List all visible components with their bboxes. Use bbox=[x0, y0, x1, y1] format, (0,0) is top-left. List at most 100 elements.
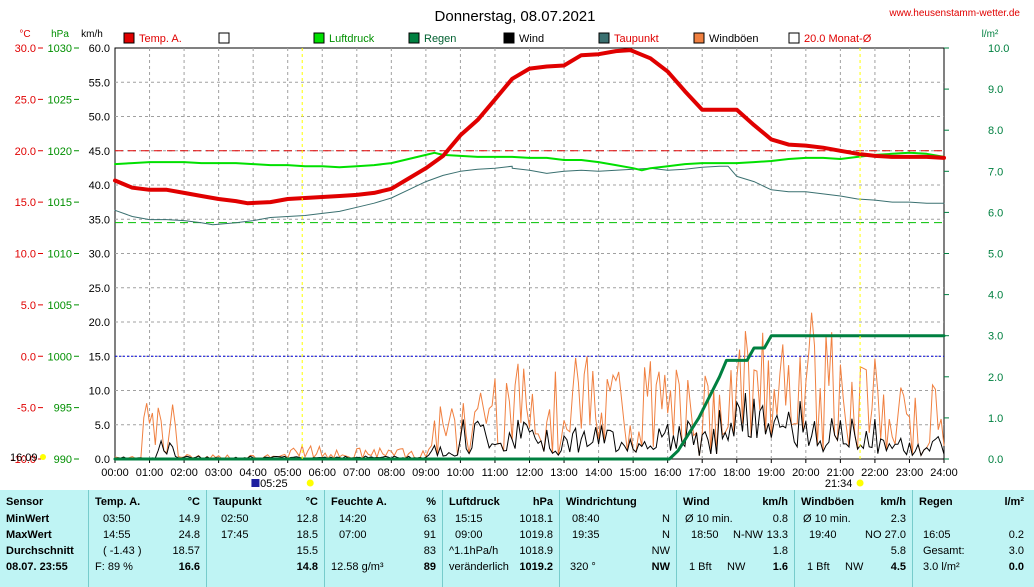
wind-tick-label: 0.0 bbox=[95, 454, 110, 466]
temp-tick-label: 5.0 bbox=[21, 300, 36, 312]
gusts-unit: km/h bbox=[880, 496, 906, 508]
gusts-max-value: 27.0 bbox=[884, 529, 906, 541]
legend-label: Windböen bbox=[709, 33, 759, 45]
temp-tick-label: 20.0 bbox=[15, 146, 36, 158]
x-tick-label: 17:00 bbox=[688, 467, 716, 479]
legend-label: Taupunkt bbox=[614, 33, 659, 45]
humidity-avg-value: 83 bbox=[423, 545, 436, 557]
pressure-trend: ^1.1hPa/h bbox=[449, 545, 499, 557]
wind-current-value: 1.6 bbox=[772, 561, 788, 573]
rain-tick-label: 5.0 bbox=[988, 249, 1003, 261]
humidity-absolute: 12.58 g/m³ bbox=[331, 561, 384, 573]
x-tick-label: 05:00 bbox=[274, 467, 302, 479]
rain-current-total: 3.0 l/m² bbox=[923, 561, 960, 573]
x-tick-label: 20:00 bbox=[792, 467, 820, 479]
temp-unit: °C bbox=[187, 496, 200, 508]
weather-chart: Donnerstag, 08.07.2021 www.heusenstamm-w… bbox=[10, 8, 1021, 488]
humidity-current-value: 89 bbox=[423, 561, 436, 573]
temp-tick-label: 0.0 bbox=[21, 351, 36, 363]
series-regen bbox=[113, 334, 946, 461]
sun-icon bbox=[306, 479, 314, 487]
temp-min-time: 03:50 bbox=[103, 513, 131, 525]
rain-tick-label: 9.0 bbox=[988, 84, 1003, 96]
x-tick-label: 09:00 bbox=[412, 467, 440, 479]
humidity-min-value: 63 bbox=[423, 513, 436, 525]
legend-label: Temp. A. bbox=[139, 33, 182, 45]
section-wind: Wind km/h Ø 10 min. 0.8 18:50 N-NW 13.3 … bbox=[677, 490, 795, 587]
rain-tick-label: 4.0 bbox=[988, 290, 1003, 302]
temp-min-value: 14.9 bbox=[178, 513, 200, 525]
temp-current-value: 16.6 bbox=[178, 561, 200, 573]
pressure-max-time: 09:00 bbox=[455, 529, 483, 541]
humidity-unit: % bbox=[426, 496, 436, 508]
series-temp-a bbox=[113, 48, 946, 206]
left-sun-icon bbox=[40, 454, 46, 460]
x-tick-label: 24:00 bbox=[930, 467, 958, 479]
pressure-tick-label: 1020 bbox=[48, 146, 72, 158]
x-tick-label: 19:00 bbox=[758, 467, 786, 479]
legend-swatch bbox=[218, 32, 230, 44]
temp-tick-label: 10.0 bbox=[15, 249, 36, 261]
series-windboeen bbox=[114, 312, 945, 461]
pressure-avg-value: 1018.9 bbox=[519, 545, 553, 557]
rain-tick-label: 2.0 bbox=[988, 372, 1003, 384]
gusts-max-time: 19:40 bbox=[809, 529, 837, 541]
x-tick-label: 02:00 bbox=[170, 467, 198, 479]
wind-avg-value: 1.8 bbox=[772, 545, 788, 557]
sensor-row-min: MinWert bbox=[6, 513, 50, 525]
rain-current-value: 0.0 bbox=[1008, 561, 1024, 573]
x-tick-label: 21:00 bbox=[827, 467, 855, 479]
x-tick-label: 13:00 bbox=[550, 467, 578, 479]
x-tick-label: 00:00 bbox=[101, 467, 129, 479]
gusts-avg10-value: 2.3 bbox=[890, 513, 906, 525]
humidity-max-value: 91 bbox=[423, 529, 436, 541]
rain-total-value: 3.0 bbox=[1008, 545, 1024, 557]
rain-header: Regen bbox=[919, 496, 953, 508]
pressure-max-value: 1019.8 bbox=[519, 529, 553, 541]
humidity-header: Feuchte A. bbox=[331, 496, 387, 508]
section-winddir: Windrichtung 08:40 N 19:35 N NW 320 ° NW bbox=[560, 490, 677, 587]
unit-rain: l/m² bbox=[982, 29, 999, 40]
humidity-max-time: 07:00 bbox=[339, 529, 367, 541]
temp-header: Temp. A. bbox=[95, 496, 141, 508]
x-tick-label: 23:00 bbox=[896, 467, 924, 479]
section-dewpoint: Taupunkt °C 02:50 12.8 17:45 18.5 15.5 1… bbox=[207, 490, 325, 587]
legend-label: Wind bbox=[519, 33, 544, 45]
x-tick-label: 18:00 bbox=[723, 467, 751, 479]
pressure-tick-label: 1000 bbox=[48, 351, 72, 363]
wind-avg10-value: 0.8 bbox=[772, 513, 788, 525]
rain-max-value: 0.2 bbox=[1008, 529, 1024, 541]
series-luftdruck bbox=[114, 151, 945, 172]
chart-markers: 05:25 21:34 16:09 bbox=[10, 48, 864, 488]
dew-current-value: 14.8 bbox=[296, 561, 318, 573]
legend-swatch bbox=[598, 32, 610, 44]
sensor-row-current: 08.07. 23:55 bbox=[6, 561, 68, 573]
pressure-tick-label: 1030 bbox=[48, 43, 72, 55]
winddir-header: Windrichtung bbox=[566, 496, 637, 508]
x-tick-label: 16:00 bbox=[654, 467, 682, 479]
series-taupunkt bbox=[114, 165, 945, 226]
rain-tick-label: 0.0 bbox=[988, 454, 1003, 466]
wind-max-value: 13.3 bbox=[766, 529, 788, 541]
dew-avg-value: 15.5 bbox=[296, 545, 318, 557]
wind-bft: 1 Bft bbox=[689, 561, 712, 573]
website-label: www.heusenstamm-wetter.de bbox=[888, 8, 1020, 19]
temp-avg-value: 18.57 bbox=[172, 545, 200, 557]
dew-max-time: 17:45 bbox=[221, 529, 249, 541]
temp-tick-label: 25.0 bbox=[15, 94, 36, 106]
sensor-row-max: MaxWert bbox=[6, 529, 52, 541]
temp-tick-label: -5.0 bbox=[17, 403, 36, 415]
pressure-tick-label: 1025 bbox=[48, 94, 72, 106]
wind-unit: km/h bbox=[762, 496, 788, 508]
pressure-header: Luftdruck bbox=[449, 496, 500, 508]
x-tick-label: 22:00 bbox=[861, 467, 889, 479]
legend-swatch bbox=[408, 32, 420, 44]
x-tick-label: 01:00 bbox=[136, 467, 164, 479]
wind-tick-label: 25.0 bbox=[89, 283, 110, 295]
left-time-label: 16:09 bbox=[10, 452, 38, 464]
x-tick-label: 08:00 bbox=[378, 467, 406, 479]
section-temp: Temp. A. °C 03:50 14.9 14:55 24.8 ( -1.4… bbox=[89, 490, 207, 587]
winddir-avg-value: NW bbox=[651, 545, 670, 557]
x-tick-label: 12:00 bbox=[516, 467, 544, 479]
gusts-avg10-label: Ø 10 min. bbox=[803, 513, 851, 525]
